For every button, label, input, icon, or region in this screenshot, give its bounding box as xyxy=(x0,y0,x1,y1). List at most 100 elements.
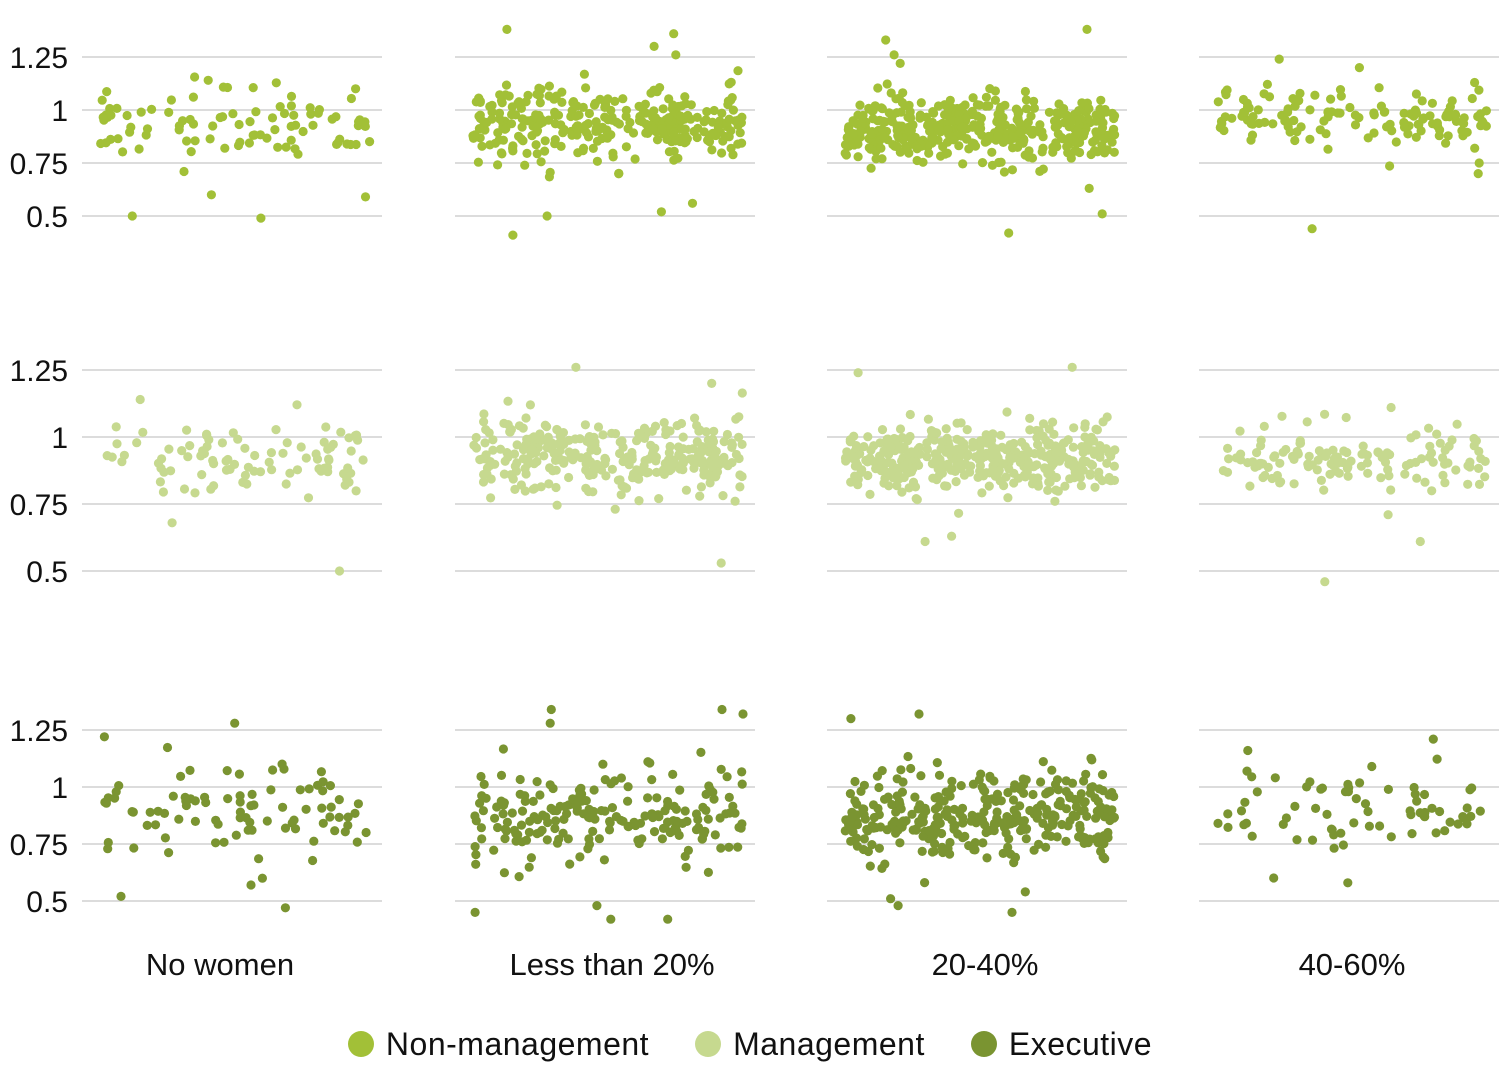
data-point xyxy=(996,157,1006,167)
data-point xyxy=(710,830,720,840)
data-point xyxy=(951,477,961,487)
data-point xyxy=(974,450,985,460)
data-point xyxy=(915,800,925,810)
data-point xyxy=(1071,811,1081,822)
data-point xyxy=(994,466,1004,476)
data-point xyxy=(717,108,727,118)
data-point xyxy=(1001,445,1011,455)
data-point xyxy=(1428,734,1438,744)
data-point xyxy=(220,143,230,153)
data-point xyxy=(200,792,210,802)
data-point xyxy=(188,92,198,102)
data-point xyxy=(675,464,685,474)
data-point xyxy=(1061,836,1071,846)
data-point xyxy=(988,465,998,475)
data-point xyxy=(208,121,218,131)
data-point xyxy=(1095,452,1105,462)
data-point xyxy=(1459,119,1469,129)
data-point xyxy=(990,95,1001,105)
data-point xyxy=(852,460,863,470)
data-point xyxy=(734,432,744,442)
data-point xyxy=(190,136,200,146)
data-point xyxy=(516,134,527,144)
data-point xyxy=(1080,419,1090,429)
data-point xyxy=(909,448,920,458)
data-point xyxy=(542,443,552,453)
data-point xyxy=(155,477,165,487)
data-point xyxy=(889,50,899,60)
data-point xyxy=(273,142,283,152)
data-point xyxy=(1010,852,1021,863)
data-point xyxy=(1087,755,1097,765)
legend-swatch-non-management xyxy=(347,1031,374,1057)
data-point xyxy=(489,845,499,855)
data-point xyxy=(916,771,926,781)
data-point xyxy=(470,842,480,852)
data-point xyxy=(952,418,962,428)
data-point xyxy=(549,449,559,459)
data-point xyxy=(544,479,554,489)
data-point xyxy=(135,394,145,405)
data-point xyxy=(858,113,868,123)
data-point xyxy=(240,470,250,480)
data-point xyxy=(107,452,117,462)
data-point xyxy=(701,427,711,437)
data-point xyxy=(1386,485,1396,495)
data-point xyxy=(1029,103,1039,113)
data-point xyxy=(737,388,747,398)
data-point xyxy=(481,450,491,460)
data-point xyxy=(289,110,299,120)
data-point xyxy=(301,453,311,463)
data-point xyxy=(160,833,170,843)
data-point xyxy=(981,827,991,838)
data-point xyxy=(1093,796,1103,807)
data-point xyxy=(246,880,256,890)
data-point xyxy=(988,449,998,459)
data-point xyxy=(1036,800,1046,810)
data-point xyxy=(1055,796,1065,807)
data-point xyxy=(1061,786,1071,797)
data-point xyxy=(179,484,190,494)
data-point xyxy=(550,135,560,145)
data-point xyxy=(992,813,1002,824)
data-point xyxy=(531,434,541,444)
data-point xyxy=(970,141,981,151)
data-point xyxy=(1475,806,1485,816)
data-point xyxy=(1442,110,1452,120)
data-point xyxy=(1447,435,1457,445)
data-point xyxy=(685,454,695,464)
data-point xyxy=(1032,433,1042,443)
data-point xyxy=(873,83,883,93)
data-point xyxy=(605,816,615,827)
data-point xyxy=(895,58,905,68)
data-point xyxy=(1084,183,1094,193)
data-point xyxy=(1411,108,1422,118)
data-point xyxy=(475,798,485,808)
data-point xyxy=(353,799,363,809)
data-point xyxy=(639,423,650,433)
data-point xyxy=(270,125,280,135)
data-point xyxy=(301,804,311,814)
data-point xyxy=(887,799,897,810)
data-point xyxy=(1093,147,1103,157)
data-point xyxy=(691,809,702,819)
data-point xyxy=(534,110,544,120)
data-point xyxy=(1451,110,1461,120)
data-point xyxy=(584,108,595,119)
data-point xyxy=(1363,468,1373,478)
data-point xyxy=(1343,471,1353,481)
data-point xyxy=(996,430,1006,440)
data-point xyxy=(1307,224,1317,234)
data-point xyxy=(1242,102,1253,112)
legend-swatch-management xyxy=(695,1031,722,1057)
data-point xyxy=(1032,425,1042,436)
data-point xyxy=(1080,797,1090,807)
data-point xyxy=(1384,471,1394,481)
data-point xyxy=(1386,402,1396,413)
data-point xyxy=(689,126,699,137)
data-point xyxy=(1310,90,1320,100)
data-point xyxy=(716,843,726,853)
data-point xyxy=(702,107,712,117)
data-point xyxy=(197,470,207,480)
data-point xyxy=(334,795,344,805)
